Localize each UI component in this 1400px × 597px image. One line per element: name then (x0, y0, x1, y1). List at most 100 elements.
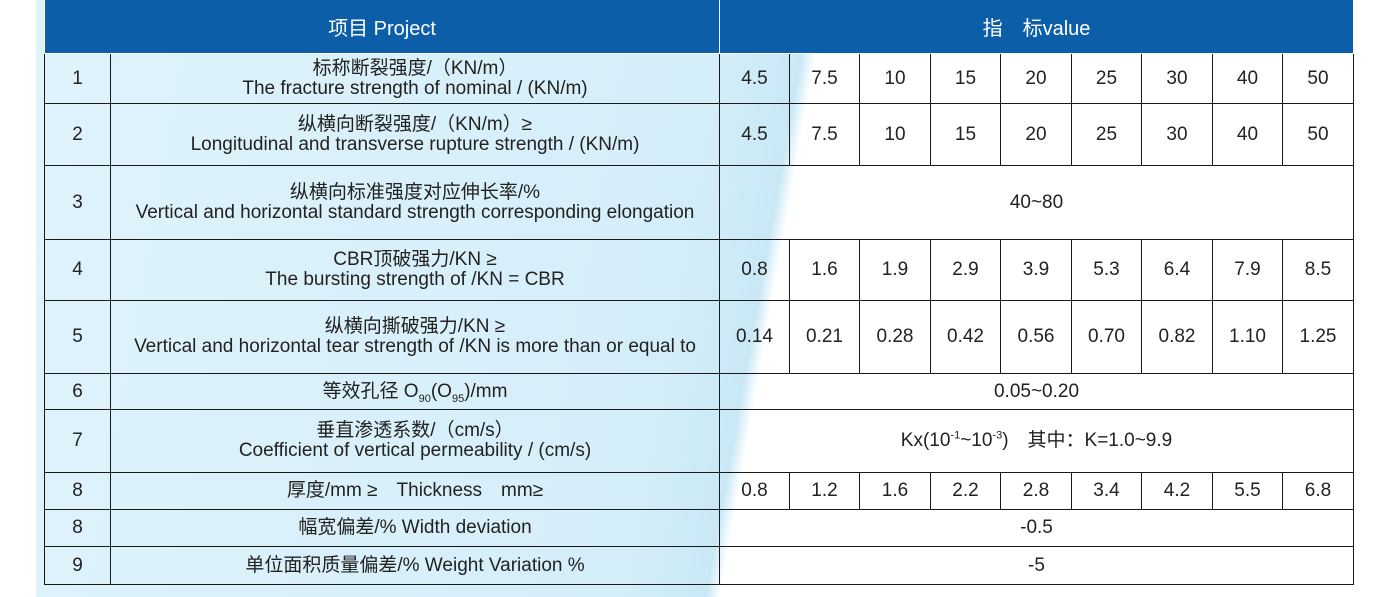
label-en: The bursting strength of /KN = CBR (265, 269, 565, 290)
row-number: 9 (44, 546, 111, 585)
value-cell: 20 (1000, 53, 1072, 104)
table-row: 5 纵横向撕破强力/KN ≥ Vertical and horizontal t… (44, 300, 1354, 374)
value-cell: 6.4 (1141, 239, 1213, 301)
table-row: 8 厚度/mm ≥ Thickness mm≥ 0.8 1.2 1.6 2.2 … (44, 472, 1354, 510)
spec-table: 项目 Project 指 标value 1 标称断裂强度/（KN/m） The … (44, 0, 1354, 585)
value-cell: 0.70 (1071, 300, 1142, 374)
row-label: 纵横向标准强度对应伸长率/% Vertical and horizontal s… (110, 165, 720, 240)
row-number: 1 (44, 53, 111, 104)
value-span-cell: Kx(10-1~10-3) 其中：K=1.0~9.9 (719, 409, 1354, 473)
table-row: 4 CBR顶破强力/KN ≥ The bursting strength of … (44, 239, 1354, 301)
row-label: 厚度/mm ≥ Thickness mm≥ (110, 472, 720, 510)
label-en: Longitudinal and transverse rupture stre… (190, 133, 640, 155)
value-cell: 25 (1071, 53, 1142, 104)
label-suffix: )/mm (464, 380, 508, 402)
label-zh: 纵横向标准强度对应伸长率/% (289, 181, 541, 203)
value-cell: 1.25 (1282, 300, 1354, 374)
header-row: 项目 Project 指 标value (44, 0, 1354, 54)
row-label: 纵横向撕破强力/KN ≥ Vertical and horizontal tea… (110, 300, 720, 374)
value-cell: 0.21 (789, 300, 860, 374)
value-cell: 7.5 (789, 103, 860, 166)
label-en: The fracture strength of nominal / (KN/m… (242, 77, 588, 99)
value-cell: 2.2 (930, 472, 1001, 510)
value-cell: 8.5 (1282, 239, 1354, 301)
row-number: 7 (44, 409, 111, 473)
value-cell: 40 (1212, 53, 1283, 104)
value-cell: 0.82 (1141, 300, 1213, 374)
table-row: 9 单位面积质量偏差/% Weight Variation % -5 (44, 546, 1354, 585)
row-label: 纵横向断裂强度/（KN/m）≥ Longitudinal and transve… (110, 103, 720, 166)
span-sup: -1 (950, 429, 961, 442)
value-cell: 30 (1141, 103, 1213, 166)
value-cell: 1.6 (789, 239, 860, 301)
header-value: 指 标value (719, 0, 1354, 54)
value-cell: 0.28 (859, 300, 931, 374)
row-label: 等效孔径 O90(O95)/mm (110, 373, 720, 410)
value-cell: 10 (859, 53, 931, 104)
value-cell: 5.5 (1212, 472, 1283, 510)
row-label: 垂直渗透系数/（cm/s） Coefficient of vertical pe… (110, 409, 720, 473)
value-cell: 1.2 (789, 472, 860, 510)
label-zh: 纵横向撕破强力/KN ≥ (324, 316, 506, 337)
value-cell: 1.9 (859, 239, 931, 301)
row-label: 单位面积质量偏差/% Weight Variation % (110, 546, 720, 585)
value-cell: 2.9 (930, 239, 1001, 301)
value-cell: 40 (1212, 103, 1283, 166)
row-number: 8 (44, 509, 111, 547)
value-cell: 7.5 (789, 53, 860, 104)
label-sub: 90 (418, 392, 431, 405)
label-zh: 纵横向断裂强度/（KN/m）≥ (297, 113, 533, 135)
value-cell: 7.9 (1212, 239, 1283, 301)
label-en: Vertical and horizontal tear strength of… (134, 336, 696, 357)
table-row: 6 等效孔径 O90(O95)/mm 0.05~0.20 (44, 373, 1354, 410)
table-row: 8 幅宽偏差/% Width deviation -0.5 (44, 509, 1354, 547)
row-label: 幅宽偏差/% Width deviation (110, 509, 720, 547)
value-cell: 2.8 (1000, 472, 1072, 510)
row-label: CBR顶破强力/KN ≥ The bursting strength of /K… (110, 239, 720, 301)
value-cell: 15 (930, 53, 1001, 104)
value-cell: 3.9 (1000, 239, 1072, 301)
value-cell: 1.10 (1212, 300, 1283, 374)
value-span-cell: -0.5 (719, 509, 1354, 547)
label-en: Coefficient of vertical permeability / (… (238, 440, 592, 461)
value-cell: 50 (1282, 53, 1354, 104)
value-cell: 0.56 (1000, 300, 1072, 374)
row-number: 3 (44, 165, 111, 240)
label-prefix: 等效孔径 O (322, 380, 419, 402)
value-cell: 0.42 (930, 300, 1001, 374)
span-suffix: ) 其中：K=1.0~9.9 (1002, 430, 1173, 451)
table-row: 1 标称断裂强度/（KN/m） The fracture strength of… (44, 53, 1354, 104)
value-cell: 5.3 (1071, 239, 1142, 301)
table-row: 2 纵横向断裂强度/（KN/m）≥ Longitudinal and trans… (44, 103, 1354, 166)
value-cell: 15 (930, 103, 1001, 166)
span-sup: -3 (992, 429, 1003, 442)
row-number: 4 (44, 239, 111, 301)
value-cell: 20 (1000, 103, 1072, 166)
value-span-cell: 40~80 (719, 165, 1354, 240)
value-cell: 0.14 (719, 300, 790, 374)
value-cell: 50 (1282, 103, 1354, 166)
row-number: 5 (44, 300, 111, 374)
row-number: 6 (44, 373, 111, 410)
header-project: 项目 Project (44, 0, 720, 54)
value-cell: 30 (1141, 53, 1213, 104)
label-zh: CBR顶破强力/KN ≥ (333, 249, 497, 270)
value-cell: 25 (1071, 103, 1142, 166)
value-cell: 4.2 (1141, 472, 1213, 510)
value-span-cell: 0.05~0.20 (719, 373, 1354, 410)
span-mid: ~10 (960, 430, 993, 451)
value-cell: 0.8 (719, 239, 790, 301)
value-cell: 0.8 (719, 472, 790, 510)
table-row: 3 纵横向标准强度对应伸长率/% Vertical and horizontal… (44, 165, 1354, 240)
value-cell: 6.8 (1282, 472, 1354, 510)
label-mid: (O (430, 380, 452, 402)
label-zh: 标称断裂强度/（KN/m） (312, 57, 518, 79)
label-sub: 95 (451, 392, 465, 405)
value-cell: 4.5 (719, 53, 790, 104)
value-cell: 4.5 (719, 103, 790, 166)
value-cell: 3.4 (1071, 472, 1142, 510)
label-en: Vertical and horizontal standard strengt… (135, 201, 695, 223)
value-cell: 1.6 (859, 472, 931, 510)
table-row: 7 垂直渗透系数/（cm/s） Coefficient of vertical … (44, 409, 1354, 473)
span-prefix: Kx(10 (900, 430, 951, 451)
